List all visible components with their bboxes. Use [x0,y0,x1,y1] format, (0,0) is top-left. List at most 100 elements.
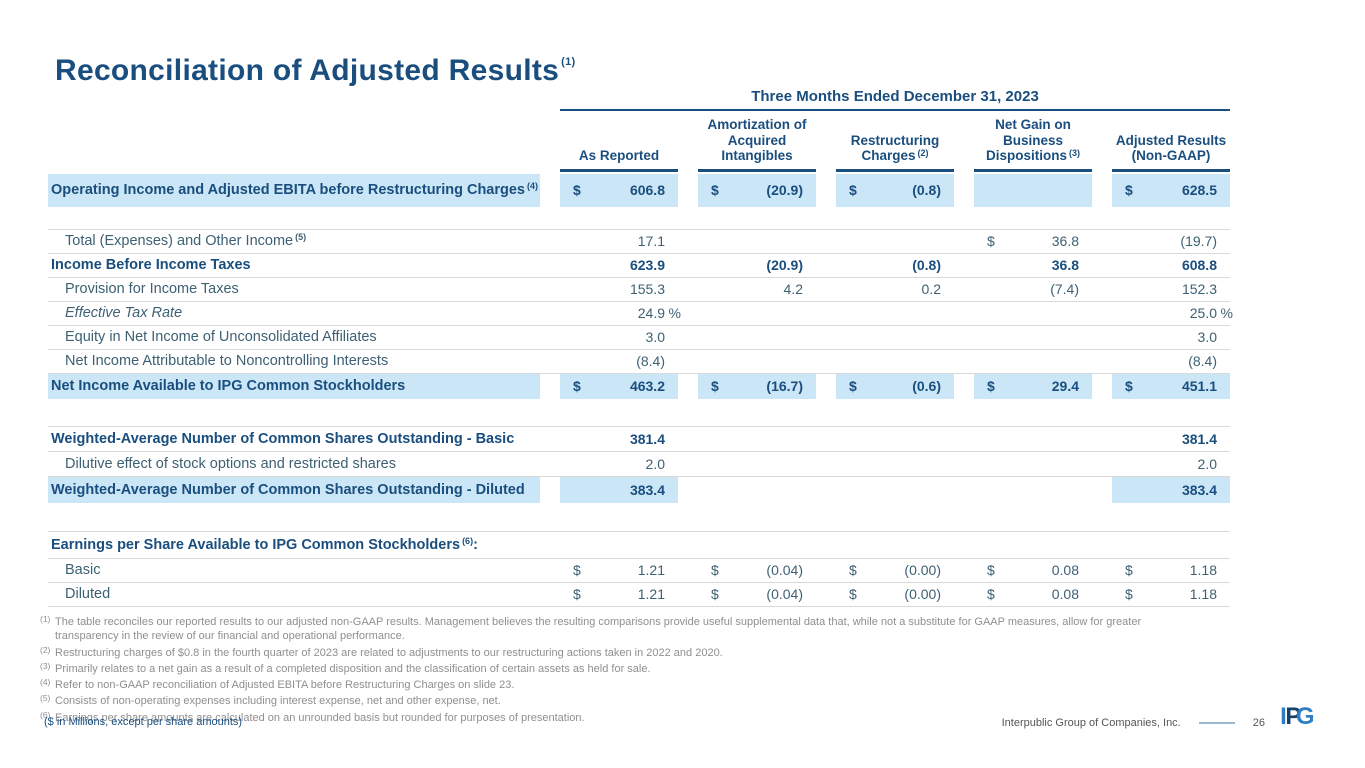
row-label: Equity in Net Income of Unconsolidated A… [65,329,377,346]
table-row: Net Income Available to IPG Common Stock… [48,373,1230,399]
value-cell: 25.0% [1189,305,1233,322]
currency-symbol: $ [1125,378,1133,395]
row-label: Weighted-Average Number of Common Shares… [48,476,540,503]
value-cell: $0.08 [987,562,1079,579]
value-cell: $36.8 [987,233,1079,250]
row-label: Net Income Available to IPG Common Stock… [48,373,540,399]
value-cell: $ (0.04) [711,586,803,603]
value-cell: $628.5 [1112,173,1230,207]
page-title: Reconciliation of Adjusted Results (1) [55,54,576,88]
value-cell: $ (0.00) [849,562,941,579]
value-cell [974,532,1092,558]
currency-symbol: $ [711,182,719,199]
value-cell: 36.8 [1051,257,1079,274]
value-cell [836,452,954,476]
value-cell: (20.9) [766,257,803,274]
value-cell: 2.0 [1197,455,1217,472]
value-cell: $ (16.7) [698,373,816,399]
value-cell: (19.7) [1180,233,1217,250]
row-label: Provision for Income Taxes [65,281,239,298]
value-cell [698,427,816,451]
value-cell [698,302,816,325]
table-row: Net Income Attributable to Noncontrollin… [48,350,1230,374]
value-cell: 623.9 [629,257,665,274]
value-cell: 17.1 [637,233,665,250]
footnote: (4) Refer to non-GAAP reconciliation of A… [40,677,515,692]
currency-symbol: $ [711,586,719,603]
row-spacer [48,207,1230,229]
row-label: Net Income Attributable to Noncontrollin… [65,353,389,370]
ipg-logo: IPG [1280,703,1315,731]
currency-symbol: $ [987,586,995,603]
value-cell: $606.8 [560,173,678,207]
value-cell [974,302,1092,325]
value-cell [974,326,1092,349]
currency-symbol: $ [849,378,857,395]
row-label: Operating Income and Adjusted EBITA befo… [48,173,540,207]
table-row: Total (Expenses) and Other Income (5) 17.1… [48,228,1230,254]
currency-symbol: $ [711,378,719,395]
table-period-row: Three Months Ended December 31, 2023 [48,88,1230,111]
value-cell [974,173,1092,207]
value-cell [698,477,816,503]
value-cell [560,532,678,558]
currency-symbol: $ [849,586,857,603]
logo-letter-i: I [1280,703,1287,730]
value-cell: $1.21 [573,562,665,579]
footer: Interpublic Group of Companies, Inc. 26 [1002,717,1265,729]
table-row: Earnings per Share Available to IPG Comm… [48,530,1230,559]
value-cell: (7.4) [1050,281,1079,298]
table-row: Operating Income and Adjusted EBITA befo… [48,173,1230,207]
table-row: Diluted $1.21 $ (0.04) $ (0.00) $0.08 $1.18 [48,583,1230,607]
value-cell: $ (0.6) [836,373,954,399]
value-cell: 155.3 [629,281,665,298]
empty-corner [48,111,540,172]
footnote: (3) Primarily relates to a net gain as a … [40,660,651,675]
value-cell: 381.4 [1181,430,1217,447]
value-cell [836,326,954,349]
value-cell [836,532,954,558]
row-spacer [48,399,1230,426]
logo-letter-p: P [1285,703,1301,730]
row-label: Diluted [65,586,111,603]
value-cell [698,326,816,349]
column-header: Net Gain on Business Dispositions (3) [974,111,1092,172]
column-header: Amortization of Acquired Intangibles [698,111,816,172]
value-cell [698,452,816,476]
table-period-header: Three Months Ended December 31, 2023 [560,88,1230,111]
row-label: Total (Expenses) and Other Income (5) [65,232,307,250]
value-cell: $ (0.8) [836,173,954,207]
footnote: (1) The table reconciles our reported res… [40,614,1142,643]
value-cell [974,350,1092,373]
value-cell: $0.08 [987,586,1079,603]
currency-symbol: $ [849,182,857,199]
value-cell: $1.21 [573,586,665,603]
table-row: Weighted-Average Number of Common Shares… [48,425,1230,452]
column-header: Restructuring Charges (2) [836,111,954,172]
title-footnote-marker: (1) [561,56,576,68]
currency-symbol: $ [987,233,995,250]
footer-divider [1198,722,1235,724]
currency-symbol: $ [573,378,581,395]
value-cell: 608.8 [1181,257,1217,274]
footnote: (6) Earnings per share amounts are calcul… [40,709,585,724]
value-cell: 3.0 [645,329,665,346]
table-row: Dilutive effect of stock options and res… [48,452,1230,477]
currency-symbol: $ [987,378,995,395]
footnotes: (1) The table reconciles our reported res… [40,614,1168,727]
value-cell: (8.4) [636,353,665,370]
logo-letter-g: G [1295,703,1315,730]
currency-symbol: $ [573,182,581,199]
value-cell: $1.18 [1125,586,1217,603]
table-row: Weighted-Average Number of Common Shares… [48,476,1230,503]
value-cell [836,477,954,503]
currency-symbol: $ [987,562,995,579]
units-note: ($ in Millions, except per share amounts… [44,716,243,728]
footnote: (5) Consists of non-operating expenses in… [40,693,501,708]
value-cell [698,230,816,253]
value-cell [836,302,954,325]
value-cell: 381.4 [629,430,665,447]
table-rows: Operating Income and Adjusted EBITA befo… [48,173,1233,607]
footer-company: Interpublic Group of Companies, Inc. [1001,717,1181,729]
